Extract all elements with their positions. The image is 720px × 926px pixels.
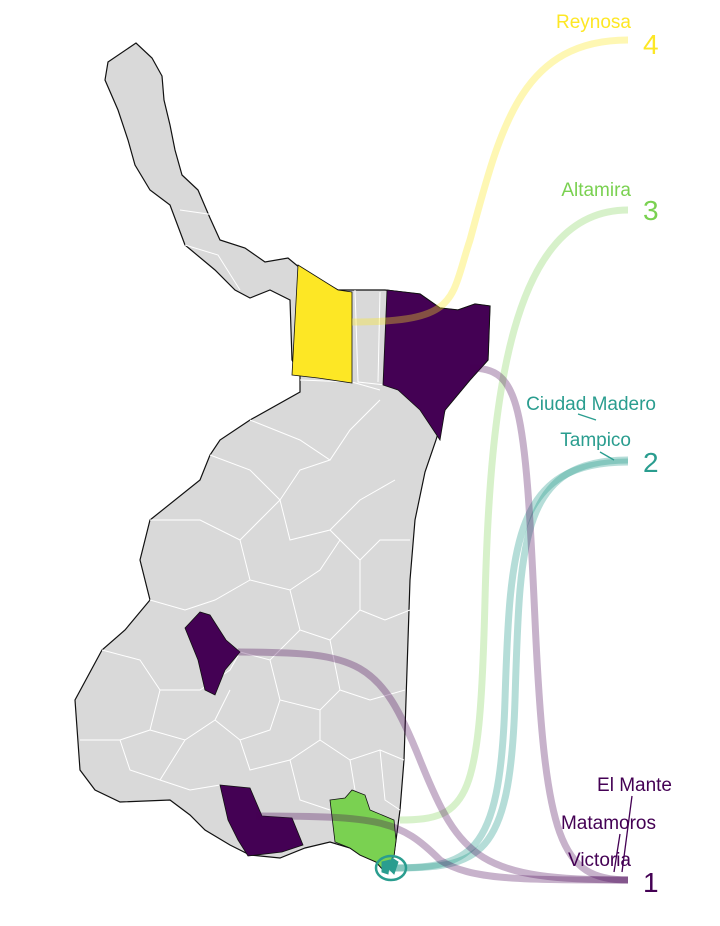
municipality-tampico [381, 859, 391, 875]
rank-3: 3 [643, 195, 659, 226]
rank-2: 2 [643, 447, 659, 478]
connector-el-mante [255, 812, 629, 884]
label-ciudad-madero: Ciudad Madero [526, 394, 656, 415]
state-outline [74, 42, 491, 874]
label-reynosa: Reynosa [556, 12, 631, 33]
label-el-mante: El Mante [597, 775, 672, 796]
connector-ciudad-madero [391, 456, 629, 872]
leader-matamoros [613, 833, 621, 873]
municipality-boundaries [80, 209, 411, 811]
municipality-victoria [184, 611, 241, 696]
leader-el-mante [621, 795, 633, 873]
leader-ciudad-madero [577, 413, 597, 421]
label-tampico: Tampico [560, 430, 631, 451]
connector-matamoros [469, 364, 629, 884]
municipality-matamoros [382, 289, 491, 442]
connector-victoria [237, 648, 629, 884]
connector-altamira [399, 206, 629, 824]
municipality-reynosa [291, 264, 353, 384]
rank-1: 1 [643, 867, 659, 898]
tampico-madero-highlight-ring [374, 854, 408, 882]
municipality-altamira [329, 789, 397, 873]
label-altamira: Altamira [561, 180, 631, 201]
connector-tampico [385, 458, 629, 872]
label-matamoros: Matamoros [561, 813, 656, 834]
municipality-el-mante [219, 784, 304, 857]
connector-reynosa [351, 36, 629, 326]
rank-4: 4 [643, 29, 659, 60]
leader-tampico [599, 451, 615, 461]
label-victoria: Victoria [568, 850, 631, 871]
